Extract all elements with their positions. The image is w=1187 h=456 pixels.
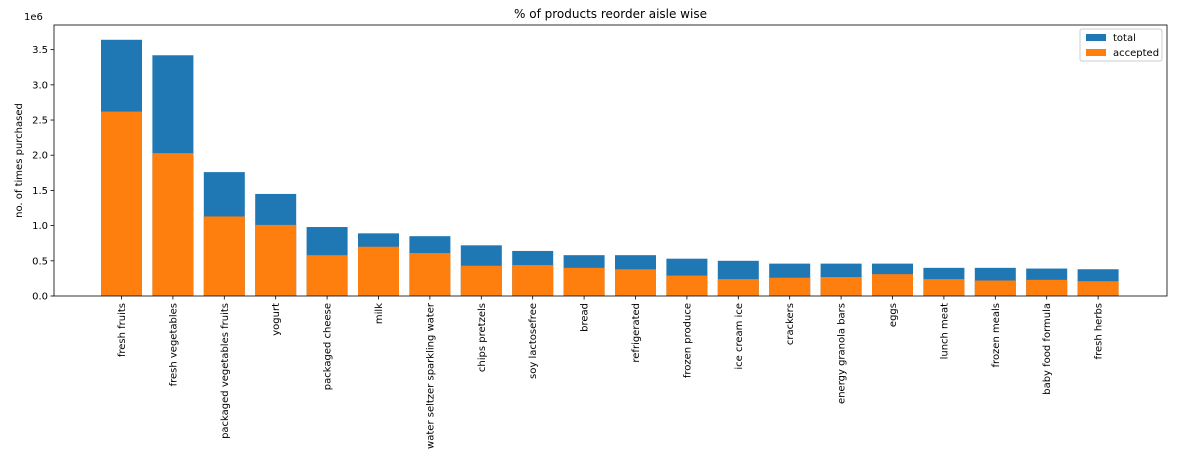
bar-accepted-fresh-herbs (1077, 281, 1119, 296)
bar-accepted-fresh-fruits (101, 111, 142, 296)
y-tick-label: 3.0 (32, 80, 48, 91)
x-tick-label: frozen produce (682, 303, 693, 378)
bar-accepted-packaged-cheese (306, 255, 348, 296)
legend-swatch-accepted (1086, 49, 1106, 56)
x-tick-label: chips pretzels (477, 303, 488, 372)
bar-accepted-frozen-produce (666, 275, 708, 296)
bar-accepted-water-seltzer-sparkling-water (409, 253, 451, 296)
x-tick-label: ice cream ice (734, 303, 745, 370)
x-tick-label: frozen meals (991, 303, 1002, 367)
bar-accepted-soy-lactosefree (512, 265, 554, 296)
x-tick-label: water seltzer sparkling water (425, 302, 436, 449)
x-tick-label: refrigerated (631, 303, 642, 363)
bar-accepted-eggs (872, 274, 913, 296)
y-axis-scale-label: 1e6 (24, 12, 43, 23)
y-tick-label: 0.5 (32, 256, 48, 267)
bar-accepted-yogurt (255, 224, 297, 296)
bar-accepted-crackers (769, 277, 811, 296)
bar-accepted-packaged-vegetables-fruits (203, 216, 245, 296)
x-tick-label: lunch meat (939, 303, 950, 359)
plot-frame (53, 24, 1168, 297)
y-axis-label: no. of times purchased (14, 103, 25, 218)
x-tick-label: fresh vegetables (168, 303, 179, 386)
x-tick-label: yogurt (271, 303, 282, 336)
bar-accepted-ice-cream-ice (717, 279, 759, 296)
legend-label-total: total (1113, 33, 1136, 44)
y-tick-label: 2.5 (32, 116, 48, 127)
y-tick-label: 2.0 (32, 151, 48, 162)
y-tick-label: 1.0 (32, 221, 48, 232)
legend-label-accepted: accepted (1113, 48, 1159, 59)
x-axis-ticks: fresh fruits fresh vegetables packaged veg… (117, 296, 1105, 449)
y-tick-label: 3.5 (32, 45, 48, 56)
legend: total accepted (1079, 28, 1163, 62)
chart-title: % of products reorder aisle wise (514, 7, 707, 21)
x-tick-label: bread (580, 303, 591, 332)
x-tick-label: energy granola bars (837, 303, 848, 404)
y-axis-ticks: 0.0 0.5 1.0 1.5 2.0 2.5 3.0 3.5 (32, 45, 54, 303)
bars-group (101, 39, 1119, 296)
bar-accepted-refrigerated (615, 269, 656, 296)
x-tick-label: fresh herbs (1094, 303, 1105, 359)
x-tick-label: packaged cheese (323, 303, 334, 390)
bar-accepted-baby-food-formula (1026, 279, 1068, 296)
x-tick-label: packaged vegetables fruits (220, 303, 231, 439)
bar-accepted-lunch-meat (923, 279, 965, 296)
bar-accepted-bread (563, 267, 605, 296)
x-tick-label: fresh fruits (117, 303, 128, 357)
x-tick-label: soy lactosefree (528, 303, 539, 379)
bar-accepted-frozen-meals (974, 280, 1016, 296)
y-tick-label: 1.5 (32, 186, 48, 197)
x-tick-label: eggs (888, 303, 899, 327)
bar-accepted-chips-pretzels (460, 265, 502, 296)
bar-accepted-fresh-vegetables (152, 153, 194, 296)
y-tick-label: 0.0 (32, 292, 48, 303)
x-tick-label: milk (374, 303, 385, 324)
bar-accepted-energy-granola-bars (820, 276, 862, 296)
x-tick-label: crackers (785, 303, 796, 345)
bar-accepted-milk (358, 246, 399, 296)
legend-swatch-total (1086, 34, 1106, 41)
x-tick-label: baby food formula (1042, 303, 1053, 395)
